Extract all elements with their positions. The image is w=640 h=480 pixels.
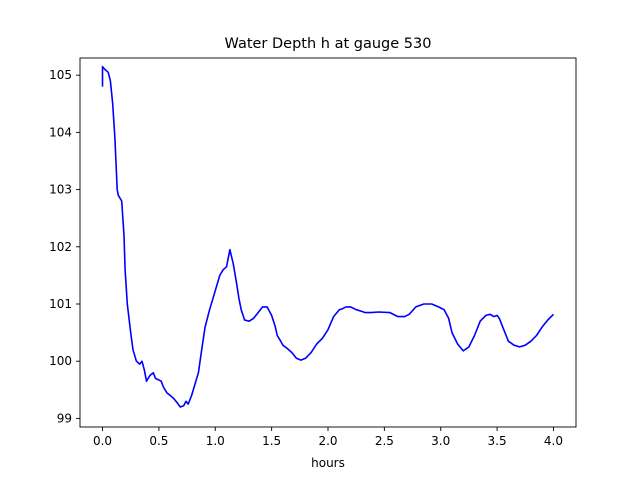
y-tick-label: 102 [49,240,72,254]
x-tick-label: 1.5 [262,434,281,448]
x-axis-label: hours [311,456,345,470]
y-tick-label: 101 [49,297,72,311]
water-depth-series-line [101,65,555,408]
y-tick-label: 104 [49,125,72,139]
x-tick-label: 2.0 [318,434,337,448]
x-tick-label: 1.0 [206,434,225,448]
chart-title: Water Depth h at gauge 530 [225,36,432,52]
y-axis-ticks: 99 100 101 102 103 104 105 [49,68,80,425]
x-tick-label: 0.0 [93,434,112,448]
x-tick-label: 4.0 [544,434,563,448]
x-tick-label: 3.0 [431,434,450,448]
x-tick-label: 2.5 [375,434,394,448]
x-axis-ticks: 0.0 0.5 1.0 1.5 2.0 2.5 3.0 3.5 4.0 [93,427,563,448]
y-tick-label: 105 [49,68,72,82]
y-tick-label: 100 [49,354,72,368]
plot-lines [101,65,555,408]
x-tick-label: 0.5 [149,434,168,448]
x-tick-label: 3.5 [488,434,507,448]
y-tick-label: 99 [57,411,72,425]
y-tick-label: 103 [49,183,72,197]
plot-frame [79,57,577,428]
